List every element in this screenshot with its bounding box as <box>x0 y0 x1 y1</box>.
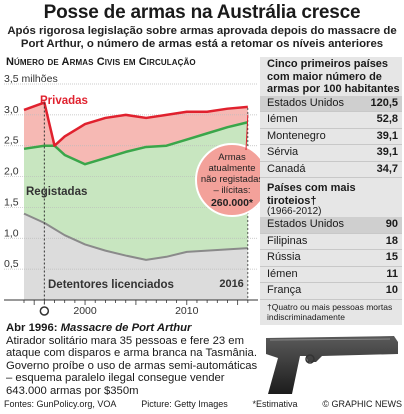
page-subtitle: Após rigorosa legislação sobre armas apr… <box>7 25 397 50</box>
callout-value: 260.000* <box>211 197 254 209</box>
ranking-country: Iémen <box>267 113 298 125</box>
y-tick-label: 2,0 <box>4 166 19 178</box>
holders-line <box>23 212 248 261</box>
footer-credit: © GRAPHIC NEWS <box>322 399 402 409</box>
shootings-country: Filipinas <box>267 234 308 247</box>
private-line <box>23 101 248 147</box>
shootings-period: (1966-2012) <box>267 206 322 217</box>
footer: Fontes: GunPolicy.org, VOA Picture: Gett… <box>4 399 402 409</box>
callout-text: – ilícitas: <box>214 185 251 196</box>
callout-pointer <box>245 114 249 151</box>
y-tick-label: 2,5 <box>4 135 19 147</box>
shootings-list: Estados Unidos 90 Filipinas 18 Rússia 15 Iémen… <box>260 217 402 300</box>
shootings-country: França <box>267 284 302 296</box>
ranking-row: Iémen 52,8 <box>260 112 402 129</box>
chart-title: Número de Armas Civis em Circulação <box>6 56 196 68</box>
ranking-value: 34,7 <box>376 162 398 175</box>
footer-estimate: *Estimativa <box>252 399 298 409</box>
x-tick-label: 2000 <box>73 305 97 317</box>
shootings-country: Estados Unidos <box>267 218 345 230</box>
year-2016-label: 2016 <box>219 278 243 290</box>
ranking-country: Montenegro <box>267 129 326 142</box>
event-date: Abr 1996: <box>6 322 58 334</box>
footer-sources: Fontes: GunPolicy.org, VOA <box>4 399 117 409</box>
shootings-value: 11 <box>386 267 398 280</box>
callout-text: atualmente <box>208 163 255 174</box>
registered-series-label: Registadas <box>26 186 87 198</box>
shootings-value: 18 <box>385 234 398 247</box>
y-tick-label: 3,0 <box>4 104 19 116</box>
ranking-country: Canadá <box>267 162 306 175</box>
shootings-country: Iémen <box>267 267 298 280</box>
shootings-value: 10 <box>385 284 398 296</box>
ranking-panel: Cinco primeiros países com maior número … <box>260 57 402 325</box>
shootings-row: Filipinas 18 <box>260 234 402 250</box>
shootings-row: Estados Unidos 90 <box>260 217 402 234</box>
ranking-value: 120,5 <box>370 96 398 109</box>
callout-text: não registadas <box>201 174 262 185</box>
ranking-country: Sérvia <box>267 146 299 158</box>
port-arthur-marker <box>39 306 50 316</box>
ranking-value: 39,1 <box>376 146 398 158</box>
holders-area <box>24 213 248 300</box>
shootings-country: Rússia <box>267 251 301 263</box>
ranking-country: Estados Unidos <box>267 96 345 109</box>
pistol-image <box>266 336 398 394</box>
y-tick-label: 1,5 <box>4 196 19 208</box>
shootings-row: França 10 <box>260 283 402 300</box>
holders-series-label: Detentores licenciados <box>48 279 174 291</box>
ranking-value: 52,8 <box>376 113 398 125</box>
ranking-row: Canadá 34,7 <box>260 162 402 178</box>
ranking-row: Montenegro 39,1 <box>260 129 402 145</box>
unregistered-area <box>24 102 248 165</box>
ranking-title: Cinco primeiros países com maior número … <box>267 58 400 95</box>
unregistered-callout <box>195 143 262 217</box>
ranking-value: 39,1 <box>376 129 398 142</box>
footer-picture: Picture: Getty Images <box>141 399 228 409</box>
gun-ownership-chart: 3,5 milhões 3,0 2,5 2,0 1,5 1,0 0,5 2000 2010 Pri… <box>4 73 262 317</box>
y-tick-label: 1,0 <box>4 227 19 239</box>
event-name: Massacre de Port Arthur <box>60 322 192 334</box>
shootings-value: 15 <box>385 251 398 263</box>
page-title: Posse de armas na Austrália cresce <box>43 2 361 23</box>
shootings-footnote: †Quatro ou mais pessoas mortas indiscrim… <box>267 301 393 322</box>
ranking-list: Estados Unidos 120,5 Iémen 52,8 Montenegro 39… <box>260 95 402 178</box>
ranking-row: Estados Unidos 120,5 <box>260 95 402 112</box>
x-tick-label: 2010 <box>175 305 199 317</box>
shootings-title: Países com mais tiroteios† <box>267 182 356 207</box>
shootings-value: 90 <box>385 218 398 230</box>
y-tick-label: 0,5 <box>4 258 19 270</box>
callout-text: Armas <box>218 152 246 163</box>
ranking-row: Sérvia 39,1 <box>260 145 402 162</box>
port-arthur-event: Abr 1996: Massacre de Port Arthur Atirad… <box>6 322 262 398</box>
y-tick-label: 3,5 milhões <box>4 73 58 85</box>
private-series-label: Privadas <box>40 95 88 107</box>
event-text: Atirador solitário mara 35 pessoas e fer… <box>6 334 258 397</box>
shootings-row: Rússia 15 <box>260 250 402 267</box>
shootings-row: Iémen 11 <box>260 267 402 283</box>
